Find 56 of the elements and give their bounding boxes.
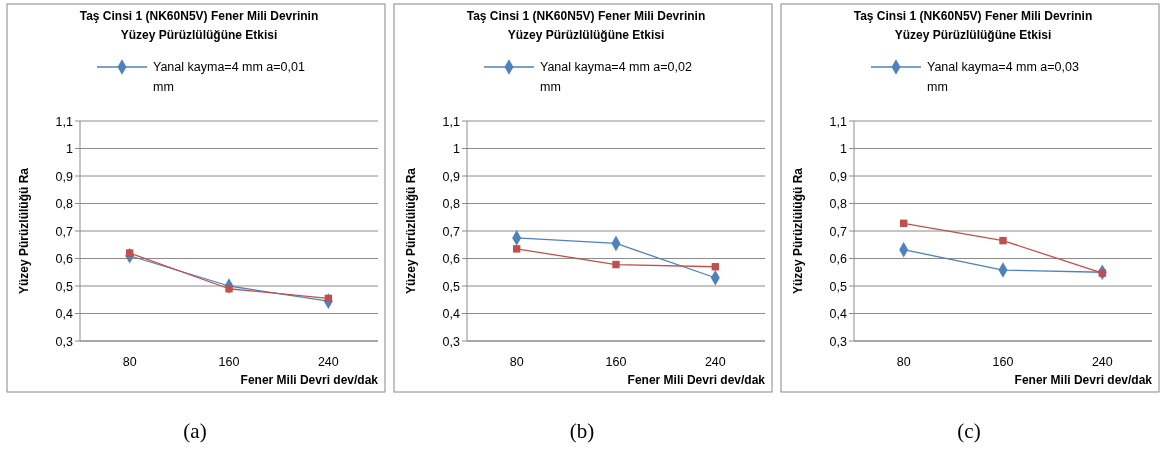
y-axis-title: Yüzey Pürüzlülüğü Ra [17, 167, 31, 295]
chart-title: Taş Cinsi 1 (NK60N5V) Fener Mili Devrinin Yüzey Pürüzlülüğüne Etkisi [79, 9, 319, 42]
text: (c) [957, 419, 981, 443]
y-tick-label: 0,5 [442, 279, 461, 294]
y-tick-label: 0,5 [829, 279, 848, 294]
chart-title: Taş Cinsi 1 (NK60N5V) Fener Mili Devrinin Yüzey Pürüzlülüğüne Etkisi [466, 9, 706, 42]
y-tick-label: 0,6 [442, 252, 461, 266]
y-tick-label: 0,8 [55, 197, 74, 211]
y-tick-label: 0,5 [55, 279, 74, 294]
y-tick-label: 0,3 [55, 334, 74, 349]
x-tick-label: 160 [992, 355, 1014, 369]
y-tick-label: 1 [840, 142, 848, 156]
text: (a) [183, 419, 207, 443]
y-tick-label: 0,7 [829, 224, 848, 239]
y-tick-label: 0,4 [442, 307, 461, 321]
y-tick-label: 1,1 [829, 114, 848, 129]
y-tick-label: 0,3 [442, 334, 461, 349]
y-tick-label: 1 [453, 142, 461, 156]
y-tick-label: 0,4 [55, 307, 74, 321]
point [512, 245, 521, 253]
y-axis-title: Yüzey Pürüzlülüğü Ra [404, 167, 418, 295]
x-tick-label: 240 [1091, 355, 1113, 369]
x-tick-label: 240 [704, 355, 726, 369]
y-tick-label: 0,3 [829, 334, 848, 349]
x-axis-title: Fener Mili Devri dev/dak [240, 373, 379, 387]
y-tick-label: 0,7 [55, 224, 74, 239]
x-tick-label: 80 [122, 355, 137, 369]
y-tick-label: 0,8 [829, 197, 848, 211]
x-axis-title: Fener Mili Devri dev/dak [627, 373, 766, 387]
y-tick-label: 0,9 [442, 169, 461, 184]
legend-label: Yanal kayma=4 mm a=0,01 mm [153, 60, 305, 94]
chart-title: Taş Cinsi 1 (NK60N5V) Fener Mili Devrinin Yüzey Pürüzlülüğüne Etkisi [853, 9, 1093, 42]
x-tick-label: 80 [896, 355, 911, 369]
y-tick-label: 1,1 [442, 114, 461, 129]
point [999, 236, 1007, 245]
point [612, 260, 620, 269]
point [1098, 269, 1107, 277]
x-axis-title: Fener Mili Devri dev/dak [1014, 373, 1153, 387]
y-tick-label: 0,7 [442, 224, 461, 239]
y-tick-label: 0,6 [55, 252, 74, 266]
x-tick-label: 240 [317, 355, 339, 369]
y-tick-label: 0,4 [829, 307, 848, 321]
y-tick-label: 0,9 [829, 169, 848, 184]
text: (b) [569, 419, 595, 443]
x-tick-label: 80 [509, 355, 524, 369]
y-tick-label: 0,8 [442, 197, 461, 211]
x-tick-label: 160 [605, 355, 627, 369]
legend-label: Yanal kayma=4 mm a=0,02 mm [540, 60, 692, 94]
y-tick-label: 0,6 [829, 252, 848, 266]
y-tick-label: 0,9 [55, 169, 74, 184]
point [125, 249, 134, 257]
legend-label: Yanal kayma=4 mm a=0,03 mm [927, 60, 1079, 94]
x-tick-label: 160 [218, 355, 240, 369]
y-axis-title: Yüzey Pürüzlülüğü Ra [791, 167, 805, 295]
y-tick-label: 1 [66, 142, 74, 156]
y-tick-label: 1,1 [55, 114, 74, 129]
